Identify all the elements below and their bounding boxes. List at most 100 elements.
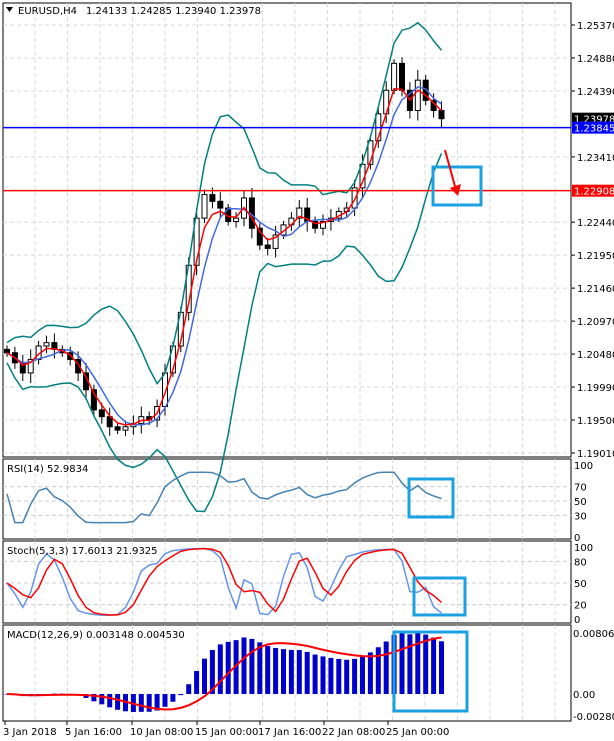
macd-bar [304, 651, 310, 694]
time-tick-label: 25 Jan 00:00 [386, 727, 449, 738]
macd-title: MACD(12,26,9) 0.003148 0.004530 [7, 630, 185, 641]
candle-body [43, 342, 50, 347]
rsi-tick-label: 100 [574, 461, 593, 472]
macd-bar [344, 659, 350, 694]
candle-body [414, 79, 421, 111]
candle-body [90, 389, 97, 411]
stoch-tick-label: 100 [574, 543, 593, 554]
stoch-panel[interactable] [6, 547, 442, 616]
rsi-panel[interactable] [6, 471, 442, 524]
macd-bar [439, 641, 444, 694]
price-tick-label: 1.21460 [577, 284, 614, 295]
dropdown-triangle-icon[interactable] [6, 7, 13, 12]
price-label-bg [572, 121, 614, 134]
candle-body [391, 62, 398, 91]
macd-bar [170, 694, 176, 702]
macd-bar [91, 694, 97, 702]
price-label: 1.23845 [574, 124, 614, 135]
candle-body [351, 187, 358, 209]
bollinger-upper [6, 21, 443, 386]
macd-bar [431, 637, 437, 694]
macd-signal-line [6, 636, 442, 711]
down-arrow-head [450, 184, 461, 196]
candle-body [233, 217, 240, 223]
macd-bar [320, 656, 326, 694]
macd-bar [249, 638, 255, 694]
candle-body [320, 221, 326, 229]
price-tick-label: 1.24880 [577, 54, 614, 65]
macd-bar [138, 694, 144, 712]
macd-bar [241, 637, 247, 694]
candle-body [217, 200, 224, 209]
candle-body [272, 234, 279, 249]
candle-body [201, 194, 208, 219]
highlight-box [407, 477, 455, 519]
price-label-bg [572, 184, 614, 197]
macd-bar [360, 656, 365, 694]
candle-body [264, 244, 271, 249]
macd-bar [312, 654, 318, 694]
highlight-box [412, 576, 467, 617]
macd-bar [194, 671, 200, 694]
stoch-tick-label: 20 [574, 601, 587, 612]
macd-bar [328, 657, 334, 694]
time-tick-label: 17 Jan 16:00 [258, 727, 321, 738]
price-tick-label: 1.24390 [577, 87, 614, 98]
candle-body [296, 207, 303, 219]
macd-panel[interactable] [4, 633, 445, 712]
time-tick-label: 22 Jan 08:00 [322, 727, 385, 738]
time-tick-label: 10 Jan 08:00 [130, 727, 193, 738]
highlight-box [431, 165, 483, 207]
macd-bar [178, 694, 184, 696]
annotations[interactable] [392, 149, 483, 713]
macd-bar [423, 634, 429, 694]
macd-bar [154, 694, 160, 711]
time-tick-label: 3 Jan 2018 [3, 727, 57, 738]
macd-bar [281, 649, 286, 694]
macd-bar [257, 642, 263, 694]
macd-tick-label: 0.008065 [573, 629, 614, 640]
price-tick-label: 1.19010 [577, 449, 614, 460]
time-tick-label: 5 Jan 16:00 [65, 727, 122, 738]
symbol-header: EURUSD,H4 [18, 6, 77, 17]
ohlc-readout: 1.24133 1.24285 1.23940 1.23978 [86, 6, 261, 17]
macd-bar [367, 652, 373, 694]
candle-body [98, 409, 105, 418]
price-tick-label: 1.23410 [577, 153, 614, 164]
candle-body [122, 426, 129, 431]
rsi-title: RSI(14) 52.9834 [7, 464, 88, 475]
rsi-tick-label: 30 [574, 511, 587, 522]
price-axis: 1.25370 1.24880 1.24390 1.23410 1.22440 1.219… [3, 21, 614, 738]
macd-bar [273, 647, 279, 694]
price-tick-label: 1.25370 [577, 21, 614, 32]
macd-tick-label: 0.00 [573, 690, 595, 701]
macd-bar [352, 658, 358, 694]
rsi-tick-label: 70 [574, 483, 587, 494]
macd-bar [99, 694, 105, 705]
price-tick-label: 1.22440 [577, 218, 614, 229]
macd-bar [265, 645, 271, 694]
price-tick-label: 1.19500 [577, 416, 614, 427]
stoch-tick-label: 50 [574, 579, 587, 590]
macd-bar [336, 658, 342, 694]
stoch-title: Stoch(5,3,3) 17.6013 21.9325 [7, 546, 158, 557]
macd-bar [399, 633, 405, 694]
macd-tick-label: -0.002809 [573, 712, 614, 723]
price-panel[interactable] [3, 21, 571, 513]
stoch-tick-label: 0 [574, 615, 580, 626]
macd-bar [296, 650, 302, 694]
main-frame [2, 2, 572, 458]
macd-bar [225, 641, 231, 694]
candle-body [193, 217, 200, 266]
macd-bar [186, 684, 192, 694]
candle-body [114, 426, 121, 431]
macd-frame [2, 624, 572, 722]
candle-body [75, 358, 82, 374]
macd-bar [288, 649, 294, 694]
candle-body [399, 62, 405, 91]
macd-bar [217, 644, 223, 694]
highlight-box [392, 630, 469, 713]
candle-body [4, 348, 10, 354]
